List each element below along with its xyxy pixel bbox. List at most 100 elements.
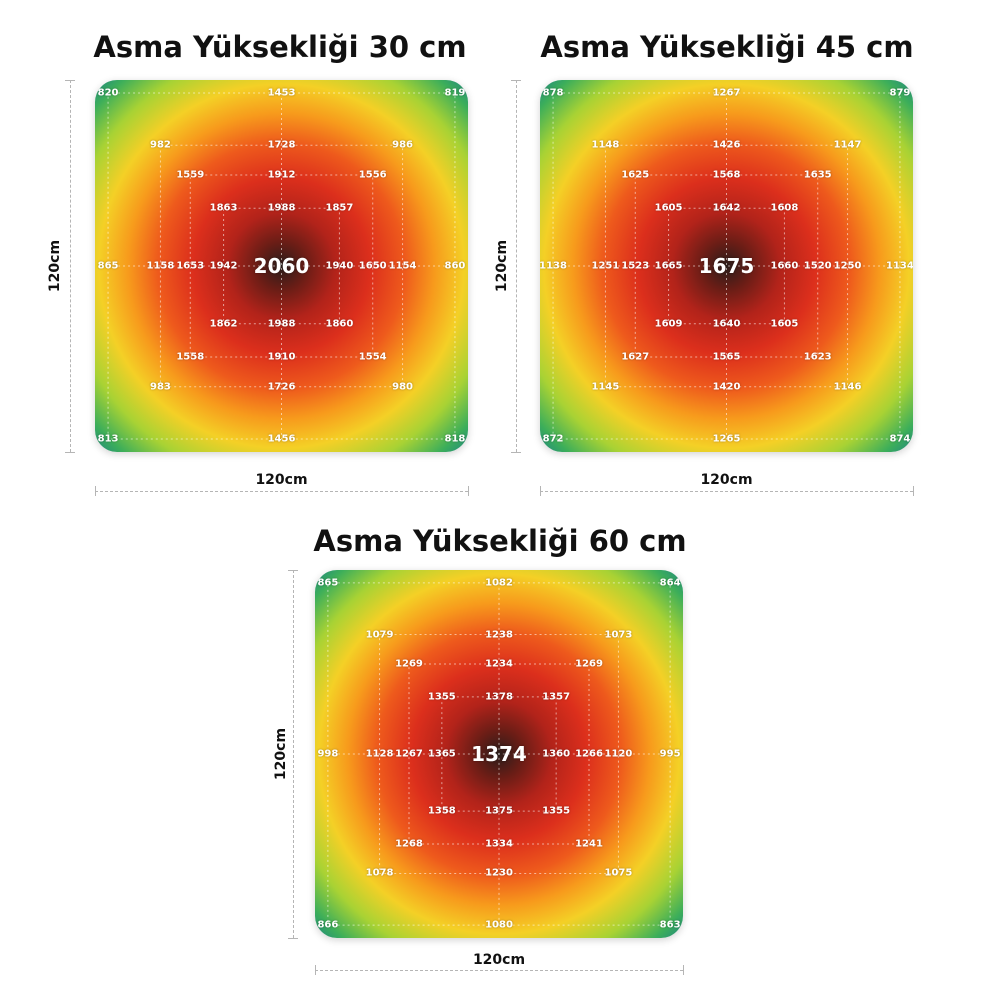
data-label: 1988 xyxy=(267,318,296,330)
data-label: 1148 xyxy=(591,139,620,151)
data-label: 874 xyxy=(889,433,911,445)
data-label: 1375 xyxy=(485,805,513,817)
data-label: 865 xyxy=(97,260,119,272)
data-label: 1147 xyxy=(833,139,862,151)
data-label: 1420 xyxy=(712,381,741,393)
data-label: 1241 xyxy=(575,838,603,850)
data-label: 1238 xyxy=(485,629,513,641)
dimension-tick xyxy=(511,452,521,453)
data-label: 1355 xyxy=(427,691,456,703)
data-label: 1605 xyxy=(770,318,799,330)
dimension-tick xyxy=(315,965,316,975)
data-label: 1940 xyxy=(325,260,354,272)
grid-ring xyxy=(441,696,557,812)
height-dimension-line xyxy=(70,80,71,452)
data-label: 1635 xyxy=(803,169,832,181)
dimension-tick xyxy=(468,486,469,496)
data-label: 1158 xyxy=(146,260,175,272)
dimension-tick xyxy=(683,965,684,975)
heatmap-area: 820 1453 819 813 1456 818 865 860 982 1728 986 983 1… xyxy=(95,80,468,452)
data-label: 1082 xyxy=(485,577,513,589)
data-label: 998 xyxy=(317,748,339,760)
data-label: 1360 xyxy=(542,748,571,760)
height-dimension-line xyxy=(293,570,294,938)
data-label: 1355 xyxy=(542,805,571,817)
data-label: 1726 xyxy=(267,381,296,393)
data-label: 1134 xyxy=(886,260,913,272)
measurement-grid xyxy=(327,582,671,926)
data-label: 1426 xyxy=(712,139,741,151)
data-label: 872 xyxy=(542,433,564,445)
data-label: 1728 xyxy=(267,139,296,151)
data-label: 1653 xyxy=(176,260,205,272)
data-label: 1608 xyxy=(770,202,799,214)
dimension-tick xyxy=(540,486,541,496)
data-label: 1334 xyxy=(485,838,513,850)
width-dimension-line xyxy=(315,970,683,971)
measurement-grid xyxy=(552,92,901,440)
data-label: 980 xyxy=(392,381,413,393)
data-label: 1265 xyxy=(712,433,741,445)
data-label: 1268 xyxy=(395,838,423,850)
data-label: 1267 xyxy=(712,87,741,99)
data-label: 1857 xyxy=(325,202,354,214)
data-label: 1146 xyxy=(833,381,862,393)
data-label: 1269 xyxy=(395,658,423,670)
data-label: 864 xyxy=(659,577,681,589)
data-label: 1080 xyxy=(485,919,513,931)
data-label: 1120 xyxy=(604,748,633,760)
data-label: 1665 xyxy=(654,260,683,272)
data-label: 1079 xyxy=(365,629,394,641)
data-label: 860 xyxy=(444,260,466,272)
peak-value-label: 1374 xyxy=(471,742,527,766)
data-label: 1640 xyxy=(712,318,741,330)
data-label: 1862 xyxy=(209,318,238,330)
data-label: 866 xyxy=(317,919,339,931)
chart-title: Asma Yüksekliği 60 cm xyxy=(313,524,687,558)
width-label: 120cm xyxy=(472,952,526,968)
data-label: 983 xyxy=(149,381,171,393)
chart-title: Asma Yüksekliği 45 cm xyxy=(540,30,914,64)
chart-title: Asma Yüksekliği 30 cm xyxy=(93,30,467,64)
grid-ring xyxy=(159,144,404,388)
dimension-tick xyxy=(913,486,914,496)
data-label: 1912 xyxy=(267,169,296,181)
data-label: 865 xyxy=(317,577,339,589)
data-label: 1250 xyxy=(833,260,862,272)
data-label: 986 xyxy=(392,139,413,151)
data-label: 1523 xyxy=(621,260,650,272)
data-label: 813 xyxy=(97,433,119,445)
width-dimension-line xyxy=(540,491,913,492)
data-label: 1453 xyxy=(267,87,296,99)
data-label: 1910 xyxy=(267,351,296,363)
data-label: 1078 xyxy=(365,867,394,879)
data-label: 1378 xyxy=(485,691,513,703)
data-label: 1863 xyxy=(209,202,238,214)
data-label: 1650 xyxy=(358,260,387,272)
data-label: 1128 xyxy=(365,748,394,760)
data-label: 982 xyxy=(149,139,171,151)
measurement-grid xyxy=(107,92,456,440)
data-label: 995 xyxy=(659,748,681,760)
width-label: 120cm xyxy=(255,472,308,488)
data-label: 1554 xyxy=(358,351,387,363)
height-dimension-line xyxy=(516,80,517,452)
data-label: 1520 xyxy=(803,260,832,272)
data-label: 1358 xyxy=(427,805,456,817)
data-label: 1642 xyxy=(712,202,741,214)
data-label: 1558 xyxy=(176,351,205,363)
data-label: 1073 xyxy=(604,629,633,641)
peak-value-label: 2060 xyxy=(253,254,310,278)
data-label: 1456 xyxy=(267,433,296,445)
data-label: 1660 xyxy=(770,260,799,272)
data-label: 1251 xyxy=(591,260,620,272)
data-label: 1942 xyxy=(209,260,238,272)
data-label: 1365 xyxy=(427,748,456,760)
data-label: 1605 xyxy=(654,202,683,214)
dimension-tick xyxy=(65,80,75,81)
dimension-tick xyxy=(95,486,96,496)
width-dimension-line xyxy=(95,491,468,492)
data-label: 1565 xyxy=(712,351,741,363)
data-label: 1075 xyxy=(604,867,633,879)
data-label: 879 xyxy=(889,87,911,99)
